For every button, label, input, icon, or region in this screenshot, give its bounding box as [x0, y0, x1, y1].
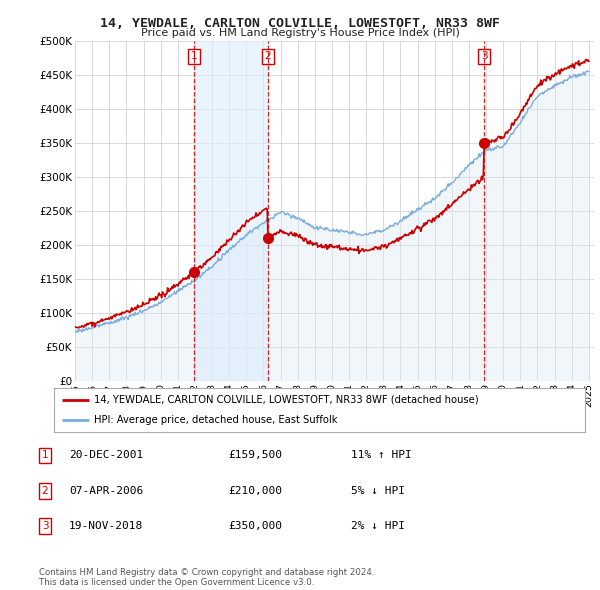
Text: 3: 3: [481, 51, 488, 61]
Text: 1: 1: [191, 51, 197, 61]
Text: Contains HM Land Registry data © Crown copyright and database right 2024.
This d: Contains HM Land Registry data © Crown c…: [39, 568, 374, 587]
Text: 2: 2: [265, 51, 271, 61]
Text: 11% ↑ HPI: 11% ↑ HPI: [351, 451, 412, 460]
Text: 5% ↓ HPI: 5% ↓ HPI: [351, 486, 405, 496]
Text: 3: 3: [41, 522, 49, 531]
Text: 19-NOV-2018: 19-NOV-2018: [69, 522, 143, 531]
Text: 14, YEWDALE, CARLTON COLVILLE, LOWESTOFT, NR33 8WF: 14, YEWDALE, CARLTON COLVILLE, LOWESTOFT…: [100, 17, 500, 30]
Text: 07-APR-2006: 07-APR-2006: [69, 486, 143, 496]
Text: 2: 2: [41, 486, 49, 496]
Text: £159,500: £159,500: [228, 451, 282, 460]
Text: 14, YEWDALE, CARLTON COLVILLE, LOWESTOFT, NR33 8WF (detached house): 14, YEWDALE, CARLTON COLVILLE, LOWESTOFT…: [94, 395, 478, 405]
Text: Price paid vs. HM Land Registry's House Price Index (HPI): Price paid vs. HM Land Registry's House …: [140, 28, 460, 38]
Bar: [194, 41, 268, 381]
Text: 20-DEC-2001: 20-DEC-2001: [69, 451, 143, 460]
Text: £350,000: £350,000: [228, 522, 282, 531]
Text: £210,000: £210,000: [228, 486, 282, 496]
Text: 2% ↓ HPI: 2% ↓ HPI: [351, 522, 405, 531]
Text: HPI: Average price, detached house, East Suffolk: HPI: Average price, detached house, East…: [94, 415, 337, 425]
Text: 1: 1: [41, 451, 49, 460]
